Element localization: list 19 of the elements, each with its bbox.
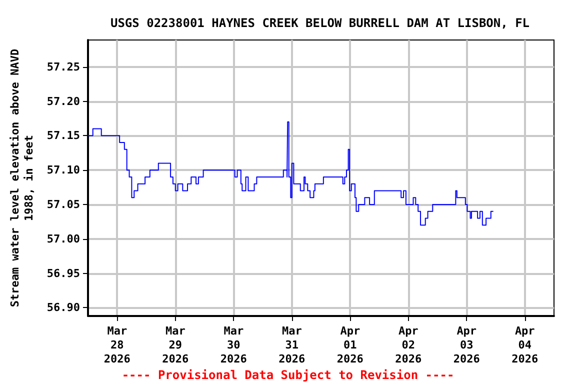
x-tick-label: Apr 04 2026	[512, 324, 538, 366]
y-tick-label: 57.05	[46, 198, 80, 211]
y-tick-label: 57.10	[46, 164, 80, 177]
x-tick-label: Apr 01 2026	[336, 324, 364, 366]
x-tick-label: Apr 03 2026	[453, 324, 480, 366]
x-tick-label: Mar 28 2026	[104, 324, 131, 366]
text: ---- Provisional Data Subject to Revision ----	[122, 368, 454, 382]
y-tick-label: 57.25	[46, 60, 80, 74]
y-tick-label: 57.15	[46, 129, 80, 142]
y-tick-label: 56.90	[46, 301, 80, 314]
y-tick-label: 57.00	[46, 232, 80, 246]
x-tick-label: Mar 29 2026	[162, 324, 190, 366]
x-tick-label: Mar 30 2026	[220, 324, 248, 366]
x-tick-label: Apr 02 2026	[395, 324, 422, 366]
y-tick-label: 56.95	[46, 266, 80, 280]
chart-title: USGS 02238001 HAYNES CREEK BELOW BURRELL DAM AT LISBON, FL	[110, 16, 530, 30]
y-tick-label: 57.20	[46, 94, 80, 108]
x-tick-label: Mar 31 2026	[278, 324, 306, 366]
y-axis-title: Stream water level elevation above NAVD 1988, in feet	[8, 48, 36, 308]
